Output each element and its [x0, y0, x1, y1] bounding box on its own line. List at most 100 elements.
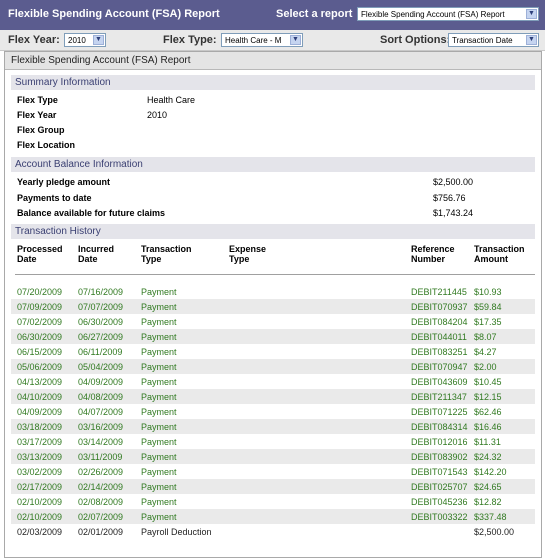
flex-year-label: Flex Year:: [8, 34, 60, 46]
panel-header: Flexible Spending Account (FSA) Report: [5, 52, 541, 70]
header-divider: [15, 274, 535, 275]
transaction-type-cell: Payment: [141, 362, 177, 372]
incurred-date-cell: 05/04/2009: [78, 362, 124, 372]
sort-options-value: Transaction Date: [452, 36, 513, 45]
transaction-type-cell: Payment: [141, 302, 177, 312]
column-header-line: Incurred: [78, 244, 115, 254]
incurred-date-cell: 02/26/2009: [78, 467, 124, 477]
amount-cell: $11.31: [474, 437, 501, 447]
chevron-down-icon[interactable]: ▼: [526, 9, 537, 19]
incurred-date-cell: 03/14/2009: [78, 437, 124, 447]
amount-cell: $2,500.00: [474, 527, 515, 537]
amount-cell: $8.07: [474, 332, 497, 342]
flex-type-value: Health Care - M: [225, 36, 282, 45]
column-header-line: Type: [229, 254, 250, 264]
column-header-line: Transaction: [474, 244, 525, 254]
column-header-line: Processed: [17, 244, 63, 254]
transaction-type-cell: Payment: [141, 407, 177, 417]
column-header-line: Number: [411, 254, 446, 264]
transaction-type-cell: Payment: [141, 467, 177, 477]
sort-options-select[interactable]: Transaction Date ▼: [448, 33, 539, 47]
chevron-down-icon[interactable]: ▼: [93, 35, 104, 45]
summary-value: Health Care: [147, 95, 196, 105]
transaction-type-cell: Payment: [141, 392, 177, 402]
processed-date-cell: 04/10/2009: [17, 392, 63, 402]
history-heading: Transaction History: [15, 226, 101, 237]
chevron-down-icon[interactable]: ▼: [290, 35, 301, 45]
amount-cell: $10.93: [474, 287, 502, 297]
table-row: 02/03/2009 02/01/2009 Payroll Deduction …: [11, 524, 535, 539]
reference-number-cell: DEBIT084314: [411, 422, 468, 432]
amount-cell: $337.48: [474, 512, 507, 522]
reference-number-cell: DEBIT045236: [411, 497, 468, 507]
flex-type-select[interactable]: Health Care - M ▼: [221, 33, 303, 47]
amount-cell: $12.15: [474, 392, 502, 402]
reference-number-cell: DEBIT211347: [411, 392, 467, 402]
summary-label: Flex Type: [17, 95, 58, 105]
table-row: 04/09/2009 04/07/2009 Payment DEBIT07122…: [11, 404, 535, 419]
incurred-date-cell: 07/07/2009: [78, 302, 124, 312]
report-title: Flexible Spending Account (FSA) Report: [8, 8, 220, 20]
processed-date-cell: 03/17/2009: [17, 437, 63, 447]
transaction-type-cell: Payment: [141, 317, 177, 327]
amount-cell: $16.46: [474, 422, 502, 432]
amount-cell: $12.82: [474, 497, 502, 507]
processed-date-cell: 02/10/2009: [17, 512, 63, 522]
processed-date-cell: 02/03/2009: [17, 527, 63, 537]
chevron-down-icon[interactable]: ▼: [526, 35, 537, 45]
table-row: 04/10/2009 04/08/2009 Payment DEBIT21134…: [11, 389, 535, 404]
transaction-type-cell: Payment: [141, 452, 177, 462]
transaction-type-cell: Payment: [141, 332, 177, 342]
processed-date-cell: 05/06/2009: [17, 362, 63, 372]
select-report-label: Select a report: [276, 8, 353, 20]
reference-number-cell: DEBIT012016: [411, 437, 468, 447]
column-header-line: Reference: [411, 244, 455, 254]
amount-cell: $24.65: [474, 482, 502, 492]
processed-date-cell: 03/13/2009: [17, 452, 63, 462]
report-header-bar: Flexible Spending Account (FSA) Report S…: [0, 0, 545, 30]
amount-cell: $59.84: [474, 302, 502, 312]
report-panel: Flexible Spending Account (FSA) Report S…: [4, 51, 542, 558]
incurred-date-cell: 02/14/2009: [78, 482, 124, 492]
reference-number-cell: DEBIT025707: [411, 482, 468, 492]
table-row: 03/17/2009 03/14/2009 Payment DEBIT01201…: [11, 434, 535, 449]
amount-cell: $10.45: [474, 377, 502, 387]
incurred-date-cell: 07/16/2009: [78, 287, 124, 297]
processed-date-cell: 06/15/2009: [17, 347, 63, 357]
balance-value: $2,500.00: [433, 177, 474, 187]
table-row: 07/02/2009 06/30/2009 Payment DEBIT08420…: [11, 314, 535, 329]
report-select[interactable]: Flexible Spending Account (FSA) Report ▼: [357, 7, 539, 21]
reference-number-cell: DEBIT084204: [411, 317, 468, 327]
incurred-date-cell: 06/30/2009: [78, 317, 124, 327]
amount-cell: $24.32: [474, 452, 502, 462]
table-row: 06/30/2009 06/27/2009 Payment DEBIT04401…: [11, 329, 535, 344]
flex-type-label: Flex Type:: [163, 34, 217, 46]
summary-label: Flex Location: [17, 140, 76, 150]
table-row: 03/02/2009 02/26/2009 Payment DEBIT07154…: [11, 464, 535, 479]
column-header-line: Date: [78, 254, 98, 264]
history-section-header: Transaction History: [11, 224, 535, 239]
balance-label: Yearly pledge amount: [17, 177, 111, 187]
reference-number-cell: DEBIT071543: [411, 467, 468, 477]
column-header-line: Type: [141, 254, 162, 264]
incurred-date-cell: 06/27/2009: [78, 332, 124, 342]
transaction-type-cell: Payment: [141, 287, 177, 297]
balance-section-header: Account Balance Information: [11, 157, 535, 172]
table-row: 06/15/2009 06/11/2009 Payment DEBIT08325…: [11, 344, 535, 359]
incurred-date-cell: 06/11/2009: [78, 347, 123, 357]
column-header-transaction-amount: Transaction Amount: [474, 244, 525, 264]
processed-date-cell: 04/13/2009: [17, 377, 63, 387]
table-row: 07/20/2009 07/16/2009 Payment DEBIT21144…: [11, 284, 535, 299]
column-header-line: Transaction: [141, 244, 192, 254]
table-row: 04/13/2009 04/09/2009 Payment DEBIT04360…: [11, 374, 535, 389]
flex-year-select[interactable]: 2010 ▼: [64, 33, 106, 47]
summary-value: 2010: [147, 110, 168, 120]
balance-label: Balance available for future claims: [17, 208, 166, 218]
reference-number-cell: DEBIT003322: [411, 512, 468, 522]
column-header-expense-type: Expense Type: [229, 244, 266, 264]
reference-number-cell: DEBIT070947: [411, 362, 468, 372]
transaction-type-cell: Payment: [141, 377, 177, 387]
column-header-reference-number: Reference Number: [411, 244, 455, 264]
transaction-type-cell: Payment: [141, 437, 177, 447]
table-row: 07/09/2009 07/07/2009 Payment DEBIT07093…: [11, 299, 535, 314]
